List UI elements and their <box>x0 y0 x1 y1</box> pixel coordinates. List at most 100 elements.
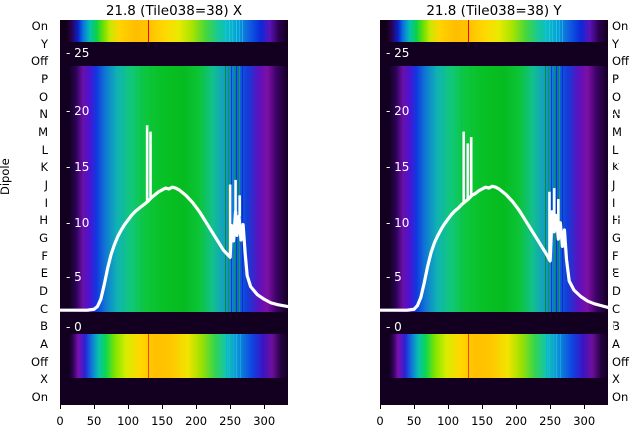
x-tick-label-x-100: 100 <box>117 414 140 428</box>
panel-y[interactable] <box>378 20 610 405</box>
rfi-stripe-0 <box>468 20 470 42</box>
rfi-stripe-4 <box>555 20 557 42</box>
dipole-label-left-b-17: B <box>40 319 48 334</box>
dipole-label-right-k-8: K <box>612 160 620 175</box>
dipole-label-left-on-0: On <box>31 19 48 33</box>
x-tick-mark-y-150 <box>482 405 484 409</box>
dipole-label-left-on-21: On <box>31 390 48 404</box>
rfi-stripe-2 <box>228 20 230 42</box>
dipole-label-left-y-1: Y <box>40 36 48 51</box>
rfi-stripe-6 <box>562 20 564 42</box>
x-tick-mark-x-100 <box>128 405 130 409</box>
panel-x[interactable] <box>58 20 290 405</box>
gap-band-top-x <box>60 42 288 66</box>
dipole-label-left-l-7: L <box>41 142 48 157</box>
gap-band-bottom-x <box>60 312 288 334</box>
rfi-stripe-1 <box>226 334 227 378</box>
rfi-stripe-3 <box>232 334 234 378</box>
x-tick-mark-x-200 <box>196 405 198 409</box>
rfi-stripe-1 <box>225 20 227 42</box>
dipole-label-left-i-10: I <box>44 195 48 210</box>
rfi-stripe-1 <box>228 66 229 312</box>
x-tick-label-y-300: 300 <box>573 414 596 428</box>
rfi-stripe-1 <box>546 334 547 378</box>
rfi-stripe-4 <box>235 20 237 42</box>
x-tick-mark-x-300 <box>264 405 266 409</box>
dipole-label-right-h-11: H <box>612 213 621 228</box>
dipole-label-left-d-15: D <box>39 284 48 298</box>
dipole-label-right-g-12: G <box>612 231 621 245</box>
panel-title-x: 21.8 (Tile038=38) X <box>105 3 243 19</box>
rfi-stripe-5 <box>558 66 560 312</box>
rfi-stripe-4 <box>236 334 238 378</box>
trace-curve-y <box>378 131 610 312</box>
top-spectrum-band-y <box>380 20 608 42</box>
rfi-stripe-0 <box>148 20 150 42</box>
dipole-label-right-d-15: D <box>612 284 621 298</box>
x-tick-label-x-250: 250 <box>219 414 242 428</box>
rfi-stripe-3 <box>552 334 554 378</box>
dipole-label-left-h-11: H <box>39 213 48 228</box>
rfi-stripe-5 <box>238 20 240 42</box>
rfi-stripe-2 <box>229 334 231 378</box>
dipole-label-right-off-19: Off <box>612 354 629 369</box>
rfi-stripe-3 <box>233 66 235 312</box>
rfi-stripe-3 <box>552 20 554 42</box>
dipole-label-right-on-21: On <box>612 390 629 404</box>
tail-band-y <box>380 378 608 405</box>
inner-y-x-right-tick-0: 0 <box>288 320 296 334</box>
rfi-stripe-4 <box>556 66 558 312</box>
dipole-label-right-m-6: M <box>612 125 622 139</box>
dipole-label-right-o-4: O <box>612 89 622 104</box>
x-axis-panel-y: 0 50 100 150 200 250 300 <box>376 405 608 435</box>
dipole-label-right-on-0: On <box>612 19 629 33</box>
dipole-axis-right: On Y Off P O N M L K J I H G F E D C B A Off X On <box>608 20 640 405</box>
dipole-label-right-a-18: A <box>612 337 620 351</box>
rfi-stripe-0 <box>225 66 227 312</box>
rfi-stripe-6 <box>242 20 244 42</box>
x-tick-label-y-150: 150 <box>471 414 494 428</box>
dipole-label-left-k-8: K <box>40 160 48 175</box>
x-tick-mark-x-50 <box>94 405 96 409</box>
dipole-axis-left: Dipole On Y Off P O N M L K J I H G F E D C B A Off X On <box>0 19 48 405</box>
rfi-stripe-0 <box>148 334 150 378</box>
x-tick-label-x-0: 0 <box>56 414 64 428</box>
rfi-stripe-0 <box>468 334 470 378</box>
rfi-stripe-6 <box>561 66 563 312</box>
dipole-label-left-f-13: F <box>41 248 48 263</box>
x-tick-mark-y-0 <box>380 405 381 409</box>
x-tick-mark-x-150 <box>162 405 164 409</box>
x-tick-label-y-250: 250 <box>539 414 562 428</box>
dipole-label-right-x-20: X <box>612 372 620 387</box>
rfi-stripe-2 <box>550 66 552 312</box>
rfi-stripe-4 <box>556 334 558 378</box>
x-tick-label-y-0: 0 <box>376 414 384 428</box>
y-axis-label: Dipole <box>0 158 12 195</box>
rfi-stripe-2 <box>548 20 550 42</box>
tail-band-x <box>60 378 288 405</box>
inner-y-x-right-tick-15: 15 <box>288 160 304 174</box>
rfi-stripe-3 <box>232 20 234 42</box>
dipole-label-left-off-19: Off <box>31 354 48 369</box>
rfi-stripe-2 <box>549 334 551 378</box>
x-tick-mark-y-200 <box>516 405 518 409</box>
inner-y-x-right-tick-25: 25 <box>288 46 304 60</box>
rfi-stripe-1 <box>548 66 549 312</box>
rfi-stripe-5 <box>238 66 240 312</box>
dipole-label-right-off-2: Off <box>612 54 629 69</box>
trace-path <box>58 185 290 312</box>
dipole-label-left-x-20: X <box>40 372 48 387</box>
gap-band-top-y <box>380 42 608 66</box>
dipole-label-right-f-13: F <box>612 248 619 263</box>
dipole-label-right-p-3: P <box>612 72 619 86</box>
bottom-spectrum-band-x <box>60 334 288 378</box>
dipole-label-right-b-17: B <box>612 319 620 334</box>
x-tick-mark-y-250 <box>550 405 552 409</box>
dipole-label-right-n-5: N <box>612 107 621 122</box>
dipole-label-right-e-14: E <box>612 266 620 281</box>
rfi-stripe-0 <box>545 66 547 312</box>
rfi-stripe-7 <box>140 66 142 312</box>
dipole-label-left-p-3: P <box>41 72 48 86</box>
panel-title-y: 21.8 (Tile038=38) Y <box>426 3 562 19</box>
